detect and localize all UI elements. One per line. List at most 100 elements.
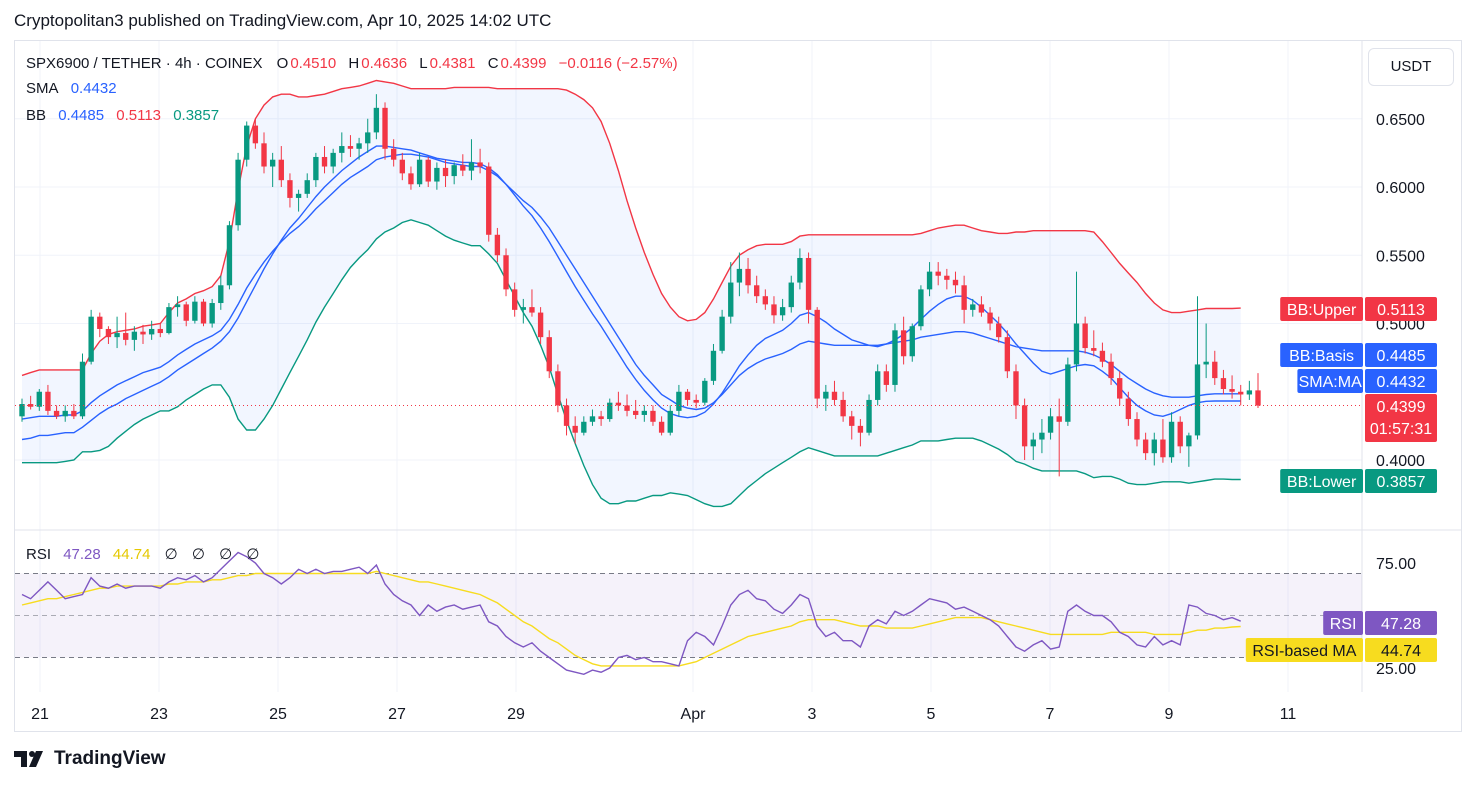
candle (1039, 419, 1045, 454)
candle-body (1142, 439, 1149, 454)
candle-body (131, 331, 138, 340)
sma-label: SMA (26, 80, 59, 97)
candle (952, 271, 959, 294)
candle (19, 398, 25, 422)
candle-body (918, 289, 924, 327)
bb-upper-value: 0.5113 (116, 107, 162, 124)
close-label: C (487, 55, 499, 72)
candle-body (183, 304, 189, 321)
candle-body (174, 304, 181, 308)
time-tick-label: Apr (681, 706, 707, 723)
candle (330, 148, 336, 174)
rsi-badge-value: 47.28 (1381, 616, 1421, 633)
candle-body (287, 180, 293, 198)
sma-value: 0.4432 (70, 80, 117, 97)
footer-brand[interactable]: TradingView (14, 748, 166, 770)
candle-body (667, 410, 673, 433)
candle-body (1212, 361, 1218, 379)
bb-legend[interactable]: BB 0.4485 0.5113 0.3857 (26, 107, 221, 124)
candle-body (1125, 398, 1132, 420)
rsi-badge-label-bg (1323, 611, 1363, 635)
candle (97, 312, 103, 338)
candle-body (952, 279, 959, 286)
time-tick-label: 21 (31, 706, 49, 723)
candle (131, 326, 138, 351)
candle (546, 330, 552, 379)
candle (235, 152, 241, 231)
candle-body (779, 307, 786, 316)
candle (287, 173, 293, 208)
bb-basis-badge-label-bg (1280, 343, 1363, 367)
candle (218, 275, 224, 310)
candle-body (684, 391, 691, 400)
candle-body (434, 167, 440, 182)
candle-body (831, 391, 838, 400)
candle-body (148, 328, 155, 335)
candle (451, 162, 457, 185)
candle-body (313, 156, 319, 181)
candle-body (321, 156, 328, 167)
candle (1229, 375, 1235, 399)
candle-body (1047, 416, 1054, 433)
rsi-badge-label: RSI (1330, 616, 1357, 633)
price-badge-value: 0.4399 (1377, 399, 1426, 416)
candle (1073, 271, 1080, 372)
rsi-legend[interactable]: RSI 47.28 44.74 ∅ ∅ ∅ ∅ (26, 545, 261, 563)
price-tick-label: 0.6500 (1376, 112, 1425, 129)
candle (1186, 432, 1192, 467)
candle-body (520, 307, 526, 310)
bb-label: BB (26, 107, 47, 124)
candle (244, 121, 250, 167)
candle-body (563, 405, 570, 426)
candle (892, 323, 898, 392)
candle (1013, 364, 1019, 420)
candle (1091, 330, 1097, 357)
candle-body (926, 271, 933, 290)
candle (529, 289, 535, 317)
currency-button[interactable]: USDT (1368, 48, 1454, 86)
rsi-ma-badge-value-bg (1365, 638, 1437, 662)
candle (382, 102, 388, 160)
candle (442, 159, 449, 187)
candle-body (425, 159, 431, 182)
bb-lower-badge: BB:Lower 0.3857 (1280, 469, 1437, 493)
candle (1065, 357, 1071, 426)
candle (62, 405, 68, 422)
candle (486, 162, 492, 242)
candle-body (442, 167, 449, 177)
candle (399, 152, 405, 181)
candle (140, 324, 146, 344)
candle (416, 152, 423, 187)
rsi-tick-label: 25.00 (1376, 661, 1416, 678)
candle-body (295, 193, 302, 198)
sma-legend[interactable]: SMA 0.4432 (26, 80, 119, 97)
candle (53, 405, 60, 420)
candle (373, 94, 380, 140)
candle (269, 152, 276, 187)
candle-body (805, 257, 812, 310)
candle-body (987, 312, 993, 324)
candle-body (226, 225, 233, 286)
candle-body (788, 282, 794, 308)
candle (840, 391, 846, 422)
bb-basis-value: 0.4485 (58, 107, 105, 124)
rsi-line (21, 551, 1241, 676)
candle (693, 394, 699, 409)
candle-body (650, 410, 656, 422)
candle-body (1246, 390, 1253, 395)
candle-body (875, 371, 881, 400)
rsi-tick-label: 75.00 (1376, 556, 1416, 573)
candle-body (53, 410, 60, 417)
candle (390, 139, 397, 167)
sma-line (21, 145, 1241, 441)
candle-body (1004, 337, 1011, 372)
candle-body (581, 421, 587, 433)
price-badges: BB:Upper 0.5113 BB:Basis 0.4485 SMA:MA 0.4432… (1245, 297, 1437, 662)
price-countdown: 01:57:31 (1370, 421, 1432, 438)
candle (511, 282, 518, 317)
candle-body (1229, 389, 1235, 392)
candle-body (1168, 421, 1175, 458)
candle-body (140, 331, 146, 335)
candle (304, 173, 310, 198)
